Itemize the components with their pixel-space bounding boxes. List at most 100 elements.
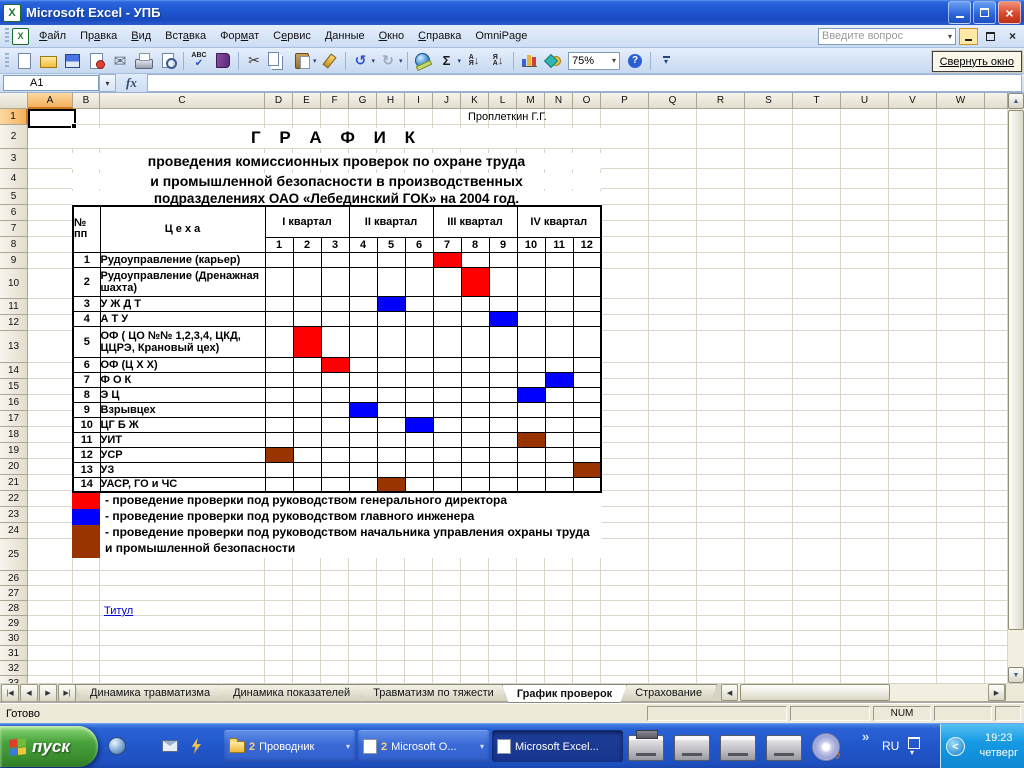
row-header-29[interactable]: 29 [0,616,28,631]
schedule-cell-r10-m9[interactable] [488,416,518,433]
schedule-cell-r7-m3[interactable] [320,371,350,388]
question-input[interactable]: Введите вопрос ▾ [818,27,956,45]
column-header-V[interactable]: V [889,93,937,109]
schedule-cell-r3-m7[interactable] [432,295,462,312]
schedule-cell-r3-m1[interactable] [264,295,294,312]
schedule-cell-r7-m11[interactable] [544,371,574,388]
schedule-cell-r7-m8[interactable] [460,371,490,388]
schedule-cell-r8-m11[interactable] [544,386,574,403]
schedule-cell-r3-m6[interactable] [404,295,434,312]
schedule-cell-r4-m11[interactable] [544,310,574,327]
close-icon[interactable] [998,1,1021,24]
schedule-cell-r6-m1[interactable] [264,356,294,373]
schedule-cell-r5-m2[interactable] [292,325,322,358]
schedule-cell-r7-m7[interactable] [432,371,462,388]
schedule-cell-r3-m3[interactable] [320,295,350,312]
schedule-cell-r5-m11[interactable] [544,325,574,358]
schedule-cell-r1-m6[interactable] [404,251,434,268]
schedule-cell-r10-m7[interactable] [432,416,462,433]
row-header-24[interactable]: 24 [0,523,28,539]
column-header-K[interactable]: K [461,93,489,109]
hard-drive-icon[interactable] [674,735,710,761]
spelling-icon[interactable] [187,51,211,71]
schedule-cell-r11-m8[interactable] [460,431,490,448]
schedule-cell-r12-m1[interactable] [264,446,294,463]
schedule-cell-r10-m6[interactable] [404,416,434,433]
next-sheet-icon[interactable] [39,684,57,702]
column-header-Q[interactable]: Q [649,93,697,109]
hyperlink-icon[interactable] [411,51,435,71]
schedule-cell-r11-m1[interactable] [264,431,294,448]
print-icon[interactable] [132,51,156,71]
winamp-icon[interactable] [187,737,205,755]
schedule-cell-r5-m3[interactable] [320,325,350,358]
column-header-U[interactable]: U [841,93,889,109]
row-header-11[interactable]: 11 [0,299,28,315]
drawing-icon[interactable] [541,51,565,71]
schedule-cell-r4-m9[interactable] [488,310,518,327]
schedule-cell-r13-m1[interactable] [264,461,294,478]
schedule-cell-r12-m2[interactable] [292,446,322,463]
internet-explorer-icon[interactable] [135,737,153,755]
schedule-cell-r9-m8[interactable] [460,401,490,418]
select-all-corner[interactable] [0,93,28,109]
schedule-cell-r1-m5[interactable] [376,251,406,268]
schedule-cell-r3-m9[interactable] [488,295,518,312]
vertical-scrollbar[interactable]: ▲ ▼ [1008,93,1024,683]
doc-subtitle-3[interactable]: подразделениях ОАО «Лебединский ГОК» на … [72,191,601,206]
column-header-A[interactable]: A [28,93,73,109]
row-header-27[interactable]: 27 [0,586,28,601]
row-header-7[interactable]: 7 [0,221,28,237]
scroll-right-icon[interactable]: ▶ [988,684,1005,701]
format-painter-icon[interactable] [318,51,342,71]
column-header-W[interactable]: W [937,93,985,109]
column-header-L[interactable]: L [489,93,517,109]
schedule-cell-r12-m12[interactable] [572,446,602,463]
schedule-cell-r2-m7[interactable] [432,266,462,297]
schedule-cell-r10-m8[interactable] [460,416,490,433]
last-sheet-icon[interactable] [58,684,76,702]
schedule-cell-r10-m5[interactable] [376,416,406,433]
help-icon[interactable] [623,51,647,71]
menu-item-omnipage[interactable]: OmniPage [475,30,528,42]
schedule-cell-r9-m3[interactable] [320,401,350,418]
schedule-cell-r8-m6[interactable] [404,386,434,403]
chevron-down-icon[interactable]: ▾ [371,57,376,65]
schedule-cell-r14-m3[interactable] [320,476,350,493]
schedule-cell-r6-m4[interactable] [348,356,378,373]
schedule-cell-r3-m2[interactable] [292,295,322,312]
schedule-cell-r9-m11[interactable] [544,401,574,418]
menu-item-данные[interactable]: Данные [324,30,365,42]
row-header-31[interactable]: 31 [0,646,28,661]
sphere-icon[interactable] [108,737,126,755]
chevron-right-icon[interactable]: » [862,729,870,744]
row-header-16[interactable]: 16 [0,395,28,411]
schedule-cell-r2-m6[interactable] [404,266,434,297]
column-header-T[interactable]: T [793,93,841,109]
taskbar-button-microsoft-excel...[interactable]: Microsoft Excel... [492,730,623,762]
column-header-E[interactable]: E [293,93,321,109]
column-header-R[interactable]: R [697,93,745,109]
schedule-cell-r5-m1[interactable] [264,325,294,358]
schedule-cell-r10-m1[interactable] [264,416,294,433]
schedule-cell-r3-m5[interactable] [376,295,406,312]
schedule-cell-r8-m2[interactable] [292,386,322,403]
window-close-icon[interactable] [1003,28,1022,45]
schedule-cell-r4-m4[interactable] [348,310,378,327]
menu-item-вид[interactable]: Вид [131,30,152,42]
hard-drive-icon[interactable] [720,735,756,761]
schedule-cell-r1-m2[interactable] [292,251,322,268]
schedule-cell-r1-m3[interactable] [320,251,350,268]
schedule-cell-r4-m12[interactable] [572,310,602,327]
toolbar-options-icon[interactable] [654,51,678,71]
schedule-cell-r14-m9[interactable] [488,476,518,493]
schedule-cell-r12-m11[interactable] [544,446,574,463]
schedule-cell-r8-m8[interactable] [460,386,490,403]
vertical-scroll-thumb[interactable] [1008,110,1024,630]
schedule-cell-r1-m4[interactable] [348,251,378,268]
cd-audio-icon[interactable] [812,733,841,762]
schedule-cell-r14-m10[interactable] [516,476,546,493]
schedule-cell-r11-m7[interactable] [432,431,462,448]
row-header-2[interactable]: 2 [0,125,28,149]
